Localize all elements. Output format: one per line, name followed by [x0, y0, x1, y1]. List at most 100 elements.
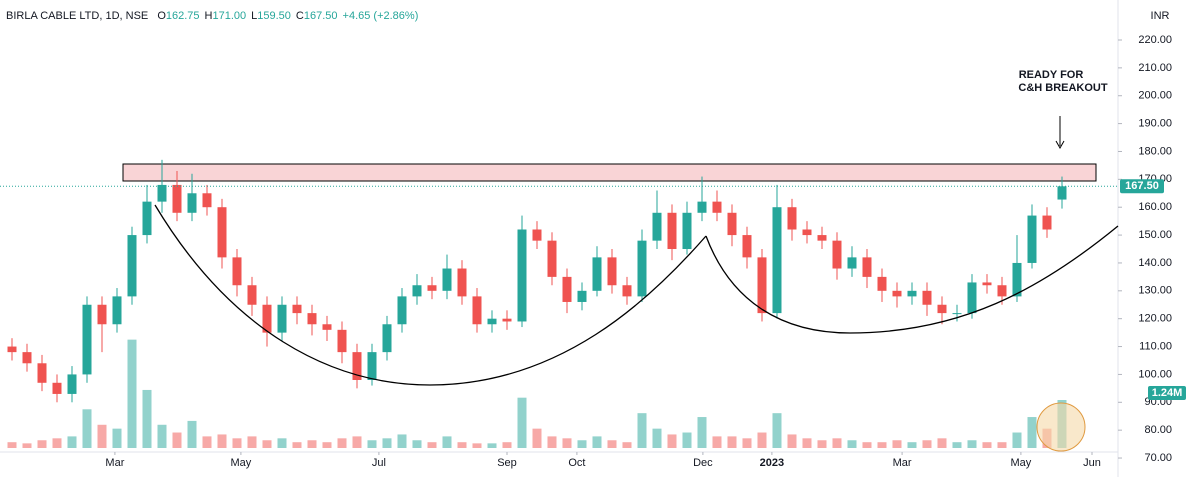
candle-body — [322, 324, 332, 330]
y-tick-label: 160.00 — [1138, 201, 1172, 213]
volume-bar — [922, 440, 932, 448]
volume-bar — [247, 436, 257, 448]
volume-bar — [847, 440, 857, 448]
candle-body — [1042, 215, 1052, 230]
candle-body — [442, 268, 452, 291]
ohlc-value: 171.00 — [212, 10, 246, 22]
currency: INR — [1151, 10, 1170, 22]
candle-body — [727, 212, 737, 236]
volume-bar — [952, 442, 962, 448]
volume-bar — [442, 436, 452, 448]
handle-curve — [705, 225, 1119, 334]
candle-body — [187, 193, 197, 213]
volume-bar — [277, 438, 287, 448]
candle-body — [832, 240, 842, 269]
candle-body — [652, 212, 662, 241]
candle-body — [637, 240, 647, 297]
ohlc-key: L — [251, 10, 257, 22]
volume-bar — [817, 440, 827, 448]
candle-body — [667, 212, 677, 250]
volume-bar — [382, 438, 392, 448]
header: BIRLA CABLE LTD, 1D, NSE O162.75 H171.00 L… — [6, 10, 418, 22]
last-price-label: 167.50 — [1125, 180, 1159, 192]
ohlc-key: C — [296, 10, 304, 22]
candle-body — [997, 285, 1007, 297]
volume-bar — [787, 434, 797, 448]
volume-bar — [577, 440, 587, 448]
y-tick-label: 80.00 — [1144, 424, 1172, 436]
ohlc-key: H — [205, 10, 213, 22]
volume-bar — [772, 413, 782, 448]
volume-bar — [607, 440, 617, 448]
volume-bar — [67, 436, 77, 448]
candle-body — [712, 201, 722, 213]
x-tick-label: Jun — [1083, 457, 1101, 469]
ohlc-value: 159.50 — [257, 10, 291, 22]
candle-body — [952, 313, 962, 315]
volume-bar — [97, 424, 107, 448]
y-tick-label: 120.00 — [1138, 313, 1172, 325]
volume-bar — [652, 428, 662, 448]
candle-body — [862, 257, 872, 277]
volume-bar — [412, 440, 422, 448]
volume-bar — [397, 434, 407, 448]
volume-bar — [667, 434, 677, 448]
volume-bar — [202, 436, 212, 448]
volume-bar — [292, 442, 302, 448]
candle-body — [547, 240, 557, 277]
volume-bar — [112, 428, 122, 448]
candle-body — [937, 304, 947, 314]
y-tick-label: 100.00 — [1138, 368, 1172, 380]
candle-body — [622, 285, 632, 297]
candle-body — [1027, 215, 1037, 263]
symbol: BIRLA CABLE LTD, 1D, NSE — [6, 10, 148, 22]
volume-bar — [217, 434, 227, 448]
candle-body — [742, 235, 752, 258]
cup-curve — [154, 204, 707, 386]
volume-bar — [232, 438, 242, 448]
volume-bar — [337, 438, 347, 448]
last-volume-badge — [1148, 386, 1186, 401]
volume-bar — [547, 436, 557, 448]
candle-body — [352, 352, 362, 380]
volume-bar — [1027, 417, 1037, 448]
ohlc-value: 162.75 — [166, 10, 200, 22]
candle-body — [112, 296, 122, 325]
volume-bar — [187, 420, 197, 448]
annotation: READY FOR — [1019, 69, 1084, 81]
volume-bar — [37, 440, 47, 448]
y-tick-label: 70.00 — [1144, 452, 1172, 464]
ohlc-value: 167.50 — [304, 10, 338, 22]
volume-bar — [472, 443, 482, 448]
volume-bar — [307, 440, 317, 448]
candle-body — [277, 304, 287, 333]
arrow-head — [1055, 140, 1065, 150]
candle-body — [502, 318, 512, 322]
axes-layer: 70.0080.0090.00100.00110.00120.00130.001… — [0, 34, 1186, 469]
volume-bar — [697, 417, 707, 448]
candle-body — [247, 285, 257, 305]
candle-body — [922, 290, 932, 305]
volume-highlight — [1036, 402, 1086, 452]
candle-body — [607, 257, 617, 286]
volume-bar — [877, 442, 887, 448]
candle-body — [52, 382, 62, 394]
volume-bar — [937, 438, 947, 448]
candle-body — [82, 304, 92, 375]
candle-body — [592, 257, 602, 291]
x-tick-label: Oct — [568, 457, 585, 469]
candle-body — [412, 285, 422, 297]
x-tick-label: Jul — [372, 457, 386, 469]
candle-body — [757, 257, 767, 314]
volume-bar — [712, 436, 722, 448]
candle-body — [7, 346, 17, 353]
y-tick-label: 140.00 — [1138, 257, 1172, 269]
volume-bar — [832, 438, 842, 448]
candle-body — [157, 184, 167, 202]
candle-body — [37, 363, 47, 383]
candle-body — [457, 268, 467, 297]
candle-body — [472, 296, 482, 325]
ohlc-key: O — [157, 10, 166, 22]
candle-body — [307, 313, 317, 325]
y-tick-label: 110.00 — [1139, 340, 1172, 352]
